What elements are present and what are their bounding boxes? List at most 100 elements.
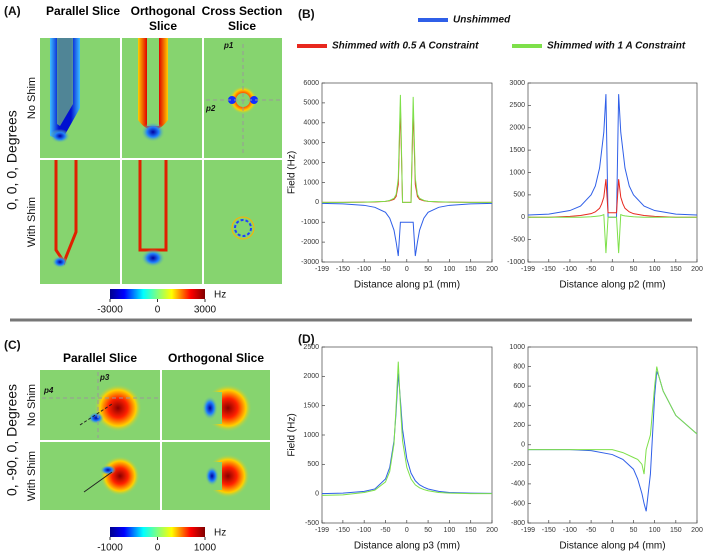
y-tick-label: 2500 [303, 344, 319, 351]
probe-label: p2 [205, 104, 216, 113]
y-tick-label: -500 [305, 520, 319, 527]
colorbar-tick-label: 0 [155, 543, 161, 554]
orientation-label: 0, 0, 0, Degrees [4, 110, 20, 210]
column-heading: Orthogonal Slice [130, 4, 196, 33]
x-tick-label: 200 [691, 527, 703, 534]
x-tick-label: -150 [542, 527, 556, 534]
x-tick-label: -150 [336, 266, 350, 273]
heatmaps-c [40, 370, 270, 510]
y-tick-label: 4000 [303, 120, 319, 127]
x-tick-label: -100 [357, 266, 371, 273]
y-tick-label: 0 [315, 491, 319, 498]
y-tick-label: 5000 [303, 100, 319, 107]
x-tick-label: -150 [542, 266, 556, 273]
y-tick-label: 1000 [509, 169, 525, 176]
x-axis-label: Distance along p2 (mm) [559, 280, 665, 291]
x-tick-label: -199 [521, 266, 535, 273]
y-tick-label: -800 [511, 520, 525, 527]
x-tick-label: 0 [405, 266, 409, 273]
row-label: With Shim [26, 197, 38, 247]
x-tick-label: -50 [586, 266, 596, 273]
colorbar-a [110, 289, 205, 299]
x-tick-label: 0 [610, 266, 614, 273]
panel-label: (C) [4, 338, 21, 352]
y-tick-label: -1000 [507, 259, 525, 266]
y-tick-label: -400 [511, 481, 525, 488]
x-tick-label: 100 [649, 527, 661, 534]
plot-area [321, 82, 493, 263]
y-tick-label: 3000 [509, 80, 525, 87]
column-heading: Orthogonal Slice [167, 351, 264, 365]
probe-label: p1 [223, 41, 234, 50]
y-tick-label: 1500 [509, 147, 525, 154]
x-tick-label: 50 [424, 527, 432, 534]
x-tick-label: 0 [405, 527, 409, 534]
series-line [528, 213, 697, 254]
x-tick-label: -100 [563, 527, 577, 534]
x-tick-label: 150 [465, 527, 477, 534]
series-line [321, 361, 492, 496]
series-line [321, 202, 493, 257]
y-tick-label: -2000 [301, 239, 319, 246]
y-tick-label: 500 [513, 192, 525, 199]
y-tick-label: 1000 [303, 432, 319, 439]
x-tick-label: 0 [610, 527, 614, 534]
x-tick-label: -150 [336, 527, 350, 534]
series-line [321, 373, 493, 495]
y-tick-label: 800 [513, 363, 525, 370]
y-tick-label: 600 [513, 383, 525, 390]
y-tick-label: 400 [513, 403, 525, 410]
panel-label: (A) [4, 4, 21, 18]
series-line [528, 366, 698, 475]
y-axis-label: Field (Hz) [287, 151, 298, 194]
y-tick-label: 500 [307, 461, 319, 468]
colorbar-tick-label: -3000 [97, 305, 123, 316]
panel-label: (D) [298, 332, 315, 346]
x-tick-label: -50 [586, 527, 596, 534]
panel-label: (B) [298, 7, 315, 21]
colorbar-tick-label: 3000 [194, 305, 217, 316]
row-label: No Shim [26, 77, 38, 119]
y-tick-label: -500 [511, 236, 525, 243]
x-tick-label: -100 [563, 266, 577, 273]
colorbar-c [110, 527, 205, 537]
x-tick-label: 50 [630, 527, 638, 534]
y-tick-label: 6000 [303, 80, 319, 87]
x-tick-label: 200 [486, 266, 498, 273]
colorbar-tick-label: 1000 [194, 543, 217, 554]
y-tick-label: 2000 [303, 373, 319, 380]
row-label: No Shim [26, 384, 38, 426]
legend-label: Shimmed with 0.5 A Constraint [332, 41, 479, 52]
x-axis-label: Distance along p4 (mm) [559, 541, 665, 552]
x-tick-label: -199 [315, 527, 329, 534]
legend-label: Shimmed with 1 A Constraint [547, 41, 686, 52]
x-tick-label: 50 [424, 266, 432, 273]
y-tick-label: 1500 [303, 403, 319, 410]
series-line [528, 179, 697, 218]
y-tick-label: 3000 [303, 140, 319, 147]
orientation-label: 0, -90, 0, Degrees [4, 384, 20, 496]
column-heading: Cross Section Slice [201, 4, 283, 33]
y-tick-label: 2000 [509, 125, 525, 132]
x-tick-label: -199 [521, 527, 535, 534]
x-tick-label: -100 [357, 527, 371, 534]
column-heading: Parallel Slice [62, 351, 138, 365]
series-line [322, 94, 492, 203]
y-tick-label: 2000 [303, 159, 319, 166]
x-tick-label: 100 [649, 266, 661, 273]
y-tick-label: -3000 [301, 259, 319, 266]
x-axis-label: Distance along p3 (mm) [354, 541, 460, 552]
plot-area [527, 346, 698, 524]
legend-label: Unshimmed [453, 15, 511, 26]
y-tick-label: 1000 [509, 344, 525, 351]
y-tick-label: 0 [521, 214, 525, 221]
colorbar-unit: Hz [214, 290, 226, 301]
colorbar-tick-label: -1000 [97, 543, 123, 554]
probe-label: p3 [99, 373, 110, 382]
x-tick-label: 150 [670, 266, 682, 273]
column-heading: Parallel Slice [45, 4, 121, 18]
row-label: With Shim [26, 451, 38, 501]
y-tick-label: 0 [521, 442, 525, 449]
